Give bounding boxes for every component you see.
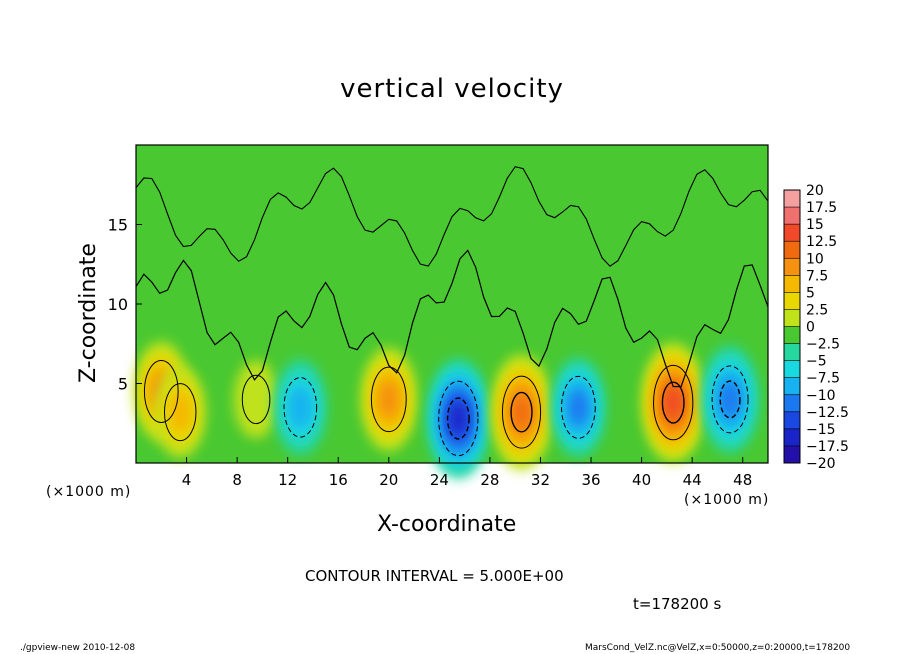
x-tick-label: 28: [480, 471, 499, 489]
contour-line: [163, 383, 197, 442]
cell-level: [665, 388, 681, 418]
zero-contour: [135, 166, 769, 267]
cell-1: [154, 366, 206, 459]
contour-line: [446, 397, 470, 440]
colorbar-swatch: [784, 377, 800, 396]
contour-line: [143, 359, 179, 423]
contour-interval: CONTOUR INTERVAL = 5.000E+00: [305, 567, 564, 585]
cell-2: [233, 360, 279, 439]
contour-line: [438, 380, 479, 457]
contour-line: [283, 377, 318, 438]
colorbar-swatch: [784, 428, 800, 447]
colorbar-swatch: [784, 309, 800, 327]
x-tick-label: 12: [278, 471, 297, 489]
contour-line: [661, 381, 685, 424]
colorbar-label: −20: [806, 456, 836, 472]
colorbar-swatch: [784, 394, 800, 413]
x-tick-label: 16: [329, 471, 348, 489]
cell-7: [551, 357, 606, 458]
cell-5: [426, 358, 491, 479]
colorbar-label: 17.5: [806, 200, 837, 216]
x-ticks: 4 8 12 16 20 24 28 32 36 40 44 48: [182, 457, 752, 489]
colorbar-label: 10: [806, 251, 824, 267]
colorbar-label: 12.5: [806, 234, 837, 250]
colorbar-swatch: [784, 190, 800, 208]
colorbar-swatch: [784, 258, 800, 276]
contour-line: [711, 365, 749, 434]
cell-level: [568, 389, 588, 425]
x-tick-label: 8: [232, 471, 242, 489]
colorbar-label: 2.5: [806, 302, 828, 318]
colorbar-swatch: [784, 292, 800, 310]
contour-layer: [135, 166, 769, 457]
colorbar-label: 20: [806, 183, 824, 199]
cell-6: [490, 354, 553, 471]
colorbar-label: −5: [806, 354, 827, 370]
x-tick-label: 24: [430, 471, 449, 489]
x-axis-label: X-coordinate: [377, 512, 517, 537]
cell-9: [701, 345, 760, 454]
x-tick-label: 4: [182, 471, 192, 489]
colorbar-label: −17.5: [806, 439, 849, 455]
colorbar-label: 7.5: [806, 268, 828, 284]
colorbar-label: 5: [806, 285, 815, 301]
zero-contour: [135, 249, 769, 388]
colorbar-swatch: [784, 224, 800, 242]
colorbar-label: 0: [806, 320, 815, 336]
contour-line: [561, 375, 596, 439]
colorbar-swatch: [784, 411, 800, 430]
colorbar-swatch: [784, 445, 800, 464]
x-tick-label: 20: [379, 471, 398, 489]
y-tick-label: 15: [108, 216, 128, 235]
y-tick-label: 10: [108, 295, 128, 314]
x-unit-label-right: (×1000 m): [684, 492, 770, 508]
colorbar-swatch: [784, 241, 800, 259]
colorbar-label: −2.5: [806, 337, 840, 353]
x-unit-label-left: (×1000 m): [46, 484, 132, 500]
chart-title: vertical velocity: [340, 74, 564, 104]
contour-line: [370, 366, 407, 433]
y-ticks: 5 10 15: [108, 216, 142, 394]
footer-right: MarsCond_VelZ.nc@VelZ,x=0:50000,z=0:2000…: [585, 643, 851, 653]
x-tick-label: 40: [632, 471, 651, 489]
x-tick-label: 36: [581, 471, 600, 489]
cell-4: [360, 347, 417, 452]
colorbar-swatch: [784, 326, 800, 345]
colorbar-label: −7.5: [806, 371, 840, 387]
colorbar-label: −10: [806, 388, 836, 404]
colorbar-label: −15: [806, 422, 836, 438]
colorbar-label: −12.5: [806, 405, 849, 421]
contour-line: [510, 391, 533, 433]
footer-left: ./gpview-new 2010-12-08: [20, 643, 136, 653]
cell-3: [274, 359, 327, 456]
time-label: t=178200 s: [633, 595, 722, 613]
y-tick-label: 5: [118, 375, 128, 394]
colorbar-label: 15: [806, 217, 824, 233]
cell-8: [641, 342, 705, 463]
cell-level: [288, 386, 313, 429]
contour-line: [501, 375, 542, 449]
cell-level: [719, 380, 741, 419]
cell-level: [233, 360, 279, 439]
contour-line: [653, 364, 694, 441]
colorbar-swatch: [784, 343, 800, 362]
cell-level: [379, 381, 399, 418]
contour-line: [719, 380, 741, 419]
y-axis-label: Z-coordinate: [76, 243, 101, 383]
x-tick-label: 48: [733, 471, 752, 489]
cell-level: [450, 403, 467, 434]
colorbar-swatch: [784, 360, 800, 379]
cell-level: [512, 395, 531, 429]
contour-line: [241, 374, 271, 425]
x-tick-label: 32: [531, 471, 550, 489]
colorbar-swatch: [784, 207, 800, 225]
x-tick-label: 44: [683, 471, 702, 489]
cell-level: [168, 391, 192, 433]
colorbar-swatch: [784, 275, 800, 293]
